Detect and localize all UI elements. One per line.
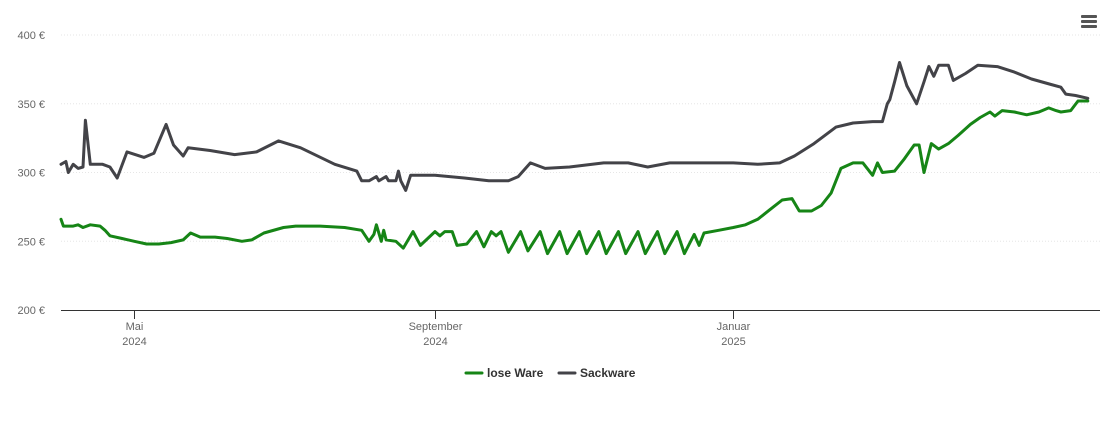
legend-label: Sackware (580, 366, 636, 380)
x-tick-label: Januar (717, 321, 751, 333)
x-axis: Mai 2024 September 2024 Januar 2025 (61, 310, 1100, 348)
y-tick-label: 250 € (17, 236, 45, 248)
legend-item-lose-ware[interactable]: lose Ware (464, 366, 544, 380)
series-lines (59, 61, 1090, 256)
legend[interactable]: lose Ware Sackware (464, 366, 636, 380)
legend-label: lose Ware (487, 366, 544, 380)
series-line-sackware (59, 61, 1090, 192)
y-tick-label: 200 € (17, 305, 45, 317)
x-tick-label: September (409, 321, 463, 333)
series-line-lose-ware (59, 99, 1090, 256)
hamburger-menu-icon[interactable] (1078, 12, 1100, 32)
y-tick-label: 350 € (17, 99, 45, 111)
x-tick-sublabel: 2024 (122, 336, 146, 348)
y-tick-label: 400 € (17, 30, 45, 42)
x-tick-sublabel: 2025 (721, 336, 745, 348)
x-tick-label: Mai (126, 321, 144, 333)
y-tick-label: 300 € (17, 168, 45, 180)
legend-item-sackware[interactable]: Sackware (557, 366, 636, 380)
x-tick-sublabel: 2024 (423, 336, 447, 348)
grid-lines (61, 34, 1100, 242)
y-axis: 200 € 250 € 300 € 350 € 400 € (17, 30, 45, 317)
